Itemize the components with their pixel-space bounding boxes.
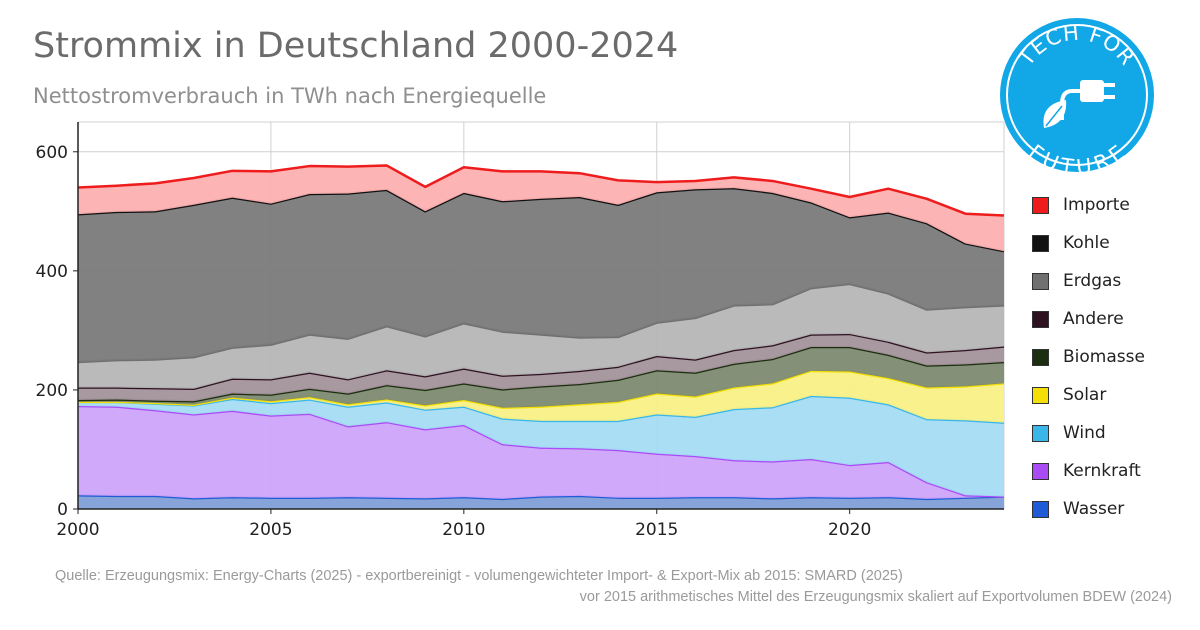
legend-item-wind: Wind [1032, 414, 1145, 452]
x-tick-label-2005: 2005 [249, 520, 292, 540]
legend-label: Kohle [1063, 233, 1110, 253]
area-importe [78, 165, 1004, 252]
legend-swatch [1032, 424, 1049, 442]
legend-item-biomasse: Biomasse [1032, 338, 1145, 376]
areas [77, 164, 1005, 509]
page-title: Strommix in Deutschland 2000-2024 [33, 26, 679, 66]
page-subtitle: Nettostromverbrauch in TWh nach Energieq… [33, 84, 547, 108]
legend-item-wasser: Wasser [1032, 490, 1145, 528]
line-importe [77, 164, 1005, 217]
legend-item-andere: Andere [1032, 300, 1145, 338]
area-biomasse [78, 347, 1004, 408]
x-tick-label-2020: 2020 [828, 520, 871, 540]
svg-text:FUTURE: FUTURE [1024, 140, 1130, 172]
legend-label: Kernkraft [1063, 461, 1141, 481]
legend-swatch [1032, 196, 1049, 214]
legend-item-kohle: Kohle [1032, 224, 1145, 262]
area-kohle [78, 188, 1004, 362]
x-tick-label-2010: 2010 [442, 520, 485, 540]
legend-item-erdgas: Erdgas [1032, 262, 1145, 300]
legend-swatch [1032, 234, 1049, 252]
x-tick-label-2015: 2015 [635, 520, 678, 540]
line-kohle [77, 186, 1005, 253]
legend-swatch [1032, 310, 1049, 328]
legend-label: Wind [1063, 423, 1106, 443]
legend-label: Biomasse [1063, 347, 1145, 367]
legend-swatch [1032, 272, 1049, 290]
legend-label: Wasser [1063, 499, 1125, 519]
legend-swatch [1032, 348, 1049, 366]
legend-label: Erdgas [1063, 271, 1122, 291]
logo-text-top: TECH FOR [1013, 21, 1138, 71]
source-line-2: vor 2015 arithmetisches Mittel des Erzeu… [579, 589, 1172, 605]
logo-text-bottom: FUTURE [1024, 140, 1129, 180]
area-wind [78, 395, 1004, 497]
area-kernkraft [78, 405, 1004, 499]
legend: Importe Kohle Erdgas Andere Biomasse Solar Win… [1032, 186, 1145, 528]
area-erdgas [78, 283, 1004, 389]
area-andere [78, 333, 1004, 402]
legend-swatch [1032, 386, 1049, 404]
axes: 0 200 400 600 2000 2005 2010 2015 2020 [36, 122, 1004, 540]
legend-label: Importe [1063, 195, 1130, 215]
plug-leaf-icon: TECH FOR FUTURE [1006, 21, 1148, 180]
tech-for-future-logo: TECH FOR FUTURE [1000, 18, 1154, 180]
svg-text:TECH FOR: TECH FOR [1013, 21, 1139, 71]
legend-swatch [1032, 500, 1049, 518]
source-line-1: Quelle: Erzeugungsmix: Energy-Charts (20… [55, 568, 903, 584]
legend-item-solar: Solar [1032, 376, 1145, 414]
legend-label: Solar [1063, 385, 1107, 405]
legend-swatch [1032, 462, 1049, 480]
x-tick-label-2000: 2000 [56, 520, 99, 540]
line-andere [78, 332, 1005, 390]
y-tick-label-400: 400 [36, 262, 68, 282]
legend-item-importe: Importe [1032, 186, 1145, 224]
legend-item-kernkraft: Kernkraft [1032, 452, 1145, 490]
legend-label: Andere [1063, 309, 1124, 329]
y-tick-label-600: 600 [36, 143, 68, 163]
y-tick-label-200: 200 [36, 381, 68, 401]
y-tick-label-0: 0 [57, 500, 68, 520]
